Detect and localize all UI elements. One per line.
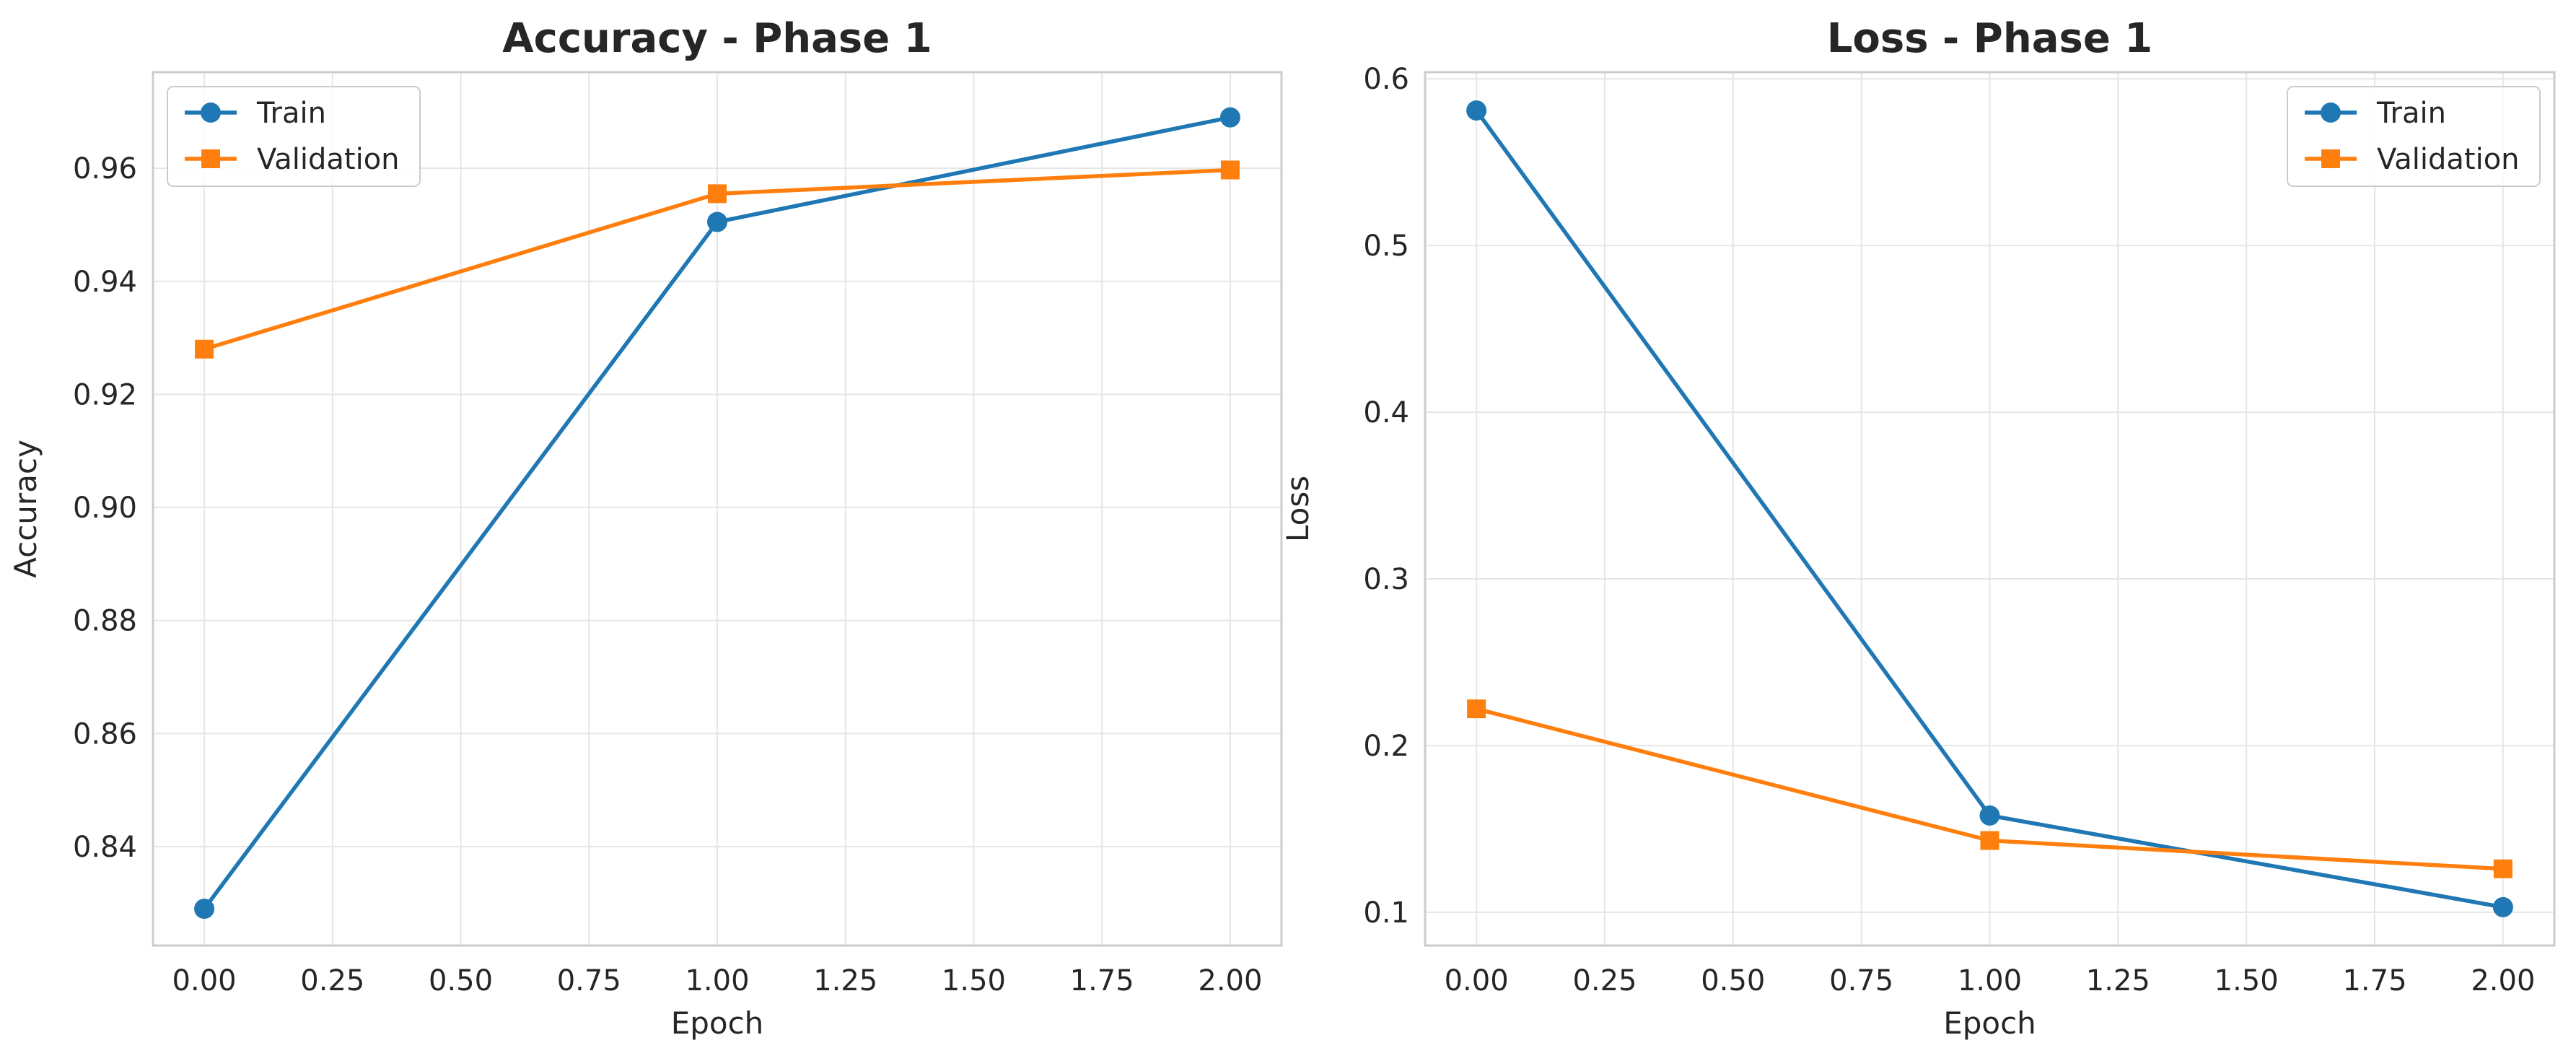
plot-frame [1424, 71, 2556, 947]
data-point-train [2492, 896, 2513, 917]
x-tick-label: 0.25 [1572, 964, 1637, 997]
x-tick-label: 0.50 [1701, 964, 1765, 997]
legend: Train Validation [167, 86, 421, 187]
series-validation [195, 160, 1240, 359]
x-tick-label: 1.00 [685, 964, 749, 997]
legend-marker [201, 102, 221, 123]
y-tick-label: 0.4 [1363, 396, 1409, 429]
y-tick-label: 0.3 [1363, 563, 1409, 596]
legend: Train Validation [2287, 86, 2541, 187]
legend-item-validation: Validation [2305, 143, 2520, 176]
x-tick-label: 0.00 [1445, 964, 1509, 997]
chart-title: Loss - Phase 1 [1827, 15, 2153, 62]
y-axis-label: Loss [1280, 476, 1315, 542]
data-point-validation [708, 184, 727, 204]
x-tick-label: 1.50 [942, 964, 1006, 997]
data-point-train [707, 211, 727, 232]
x-tick-label: 1.50 [2214, 964, 2279, 997]
data-point-validation [195, 339, 214, 359]
chart-panel-loss: 0.00 0.25 0.50 0.75 1.00 1.25 1.50 1.75 2.00 0.1 0… [1280, 15, 2556, 1041]
legend-item-validation: Validation [185, 143, 400, 176]
legend-marker [2321, 102, 2341, 123]
data-point-train [1979, 805, 2000, 826]
data-point-validation [1467, 699, 1486, 719]
data-point-train [1466, 100, 1487, 121]
legend-marker [2321, 149, 2340, 168]
y-tick-label: 0.2 [1363, 730, 1409, 763]
legend-label: Train [2376, 97, 2446, 130]
chart-panel-accuracy: 0.00 0.25 0.50 0.75 1.00 1.25 1.50 1.75 2.00 0.84… [8, 15, 1283, 1041]
x-tick-label: 2.00 [1198, 964, 1262, 997]
data-point-train [194, 899, 215, 920]
series-train [194, 107, 1240, 920]
chart-title: Accuracy - Phase 1 [502, 15, 932, 62]
legend-marker [201, 149, 220, 168]
x-tick-label: 1.25 [2086, 964, 2150, 997]
x-tick-label: 1.75 [2342, 964, 2406, 997]
x-tick-label: 2.00 [2471, 964, 2535, 997]
x-axis-label: Epoch [671, 1005, 764, 1041]
series-train [1466, 100, 2513, 917]
x-tick-label: 0.50 [429, 964, 493, 997]
x-tick-label: 0.75 [557, 964, 621, 997]
y-tick-label: 0.6 [1363, 63, 1409, 96]
y-tick-label: 0.94 [73, 266, 137, 299]
x-tick-label: 1.00 [1958, 964, 2022, 997]
plot-frame [152, 71, 1283, 947]
y-tick-label: 0.86 [73, 717, 137, 751]
x-tick-label: 1.25 [813, 964, 877, 997]
y-tick-label: 0.92 [73, 378, 137, 411]
x-tick-label: 0.75 [1829, 964, 1893, 997]
data-point-validation [1980, 831, 1999, 850]
y-tick-label: 0.5 [1363, 230, 1409, 263]
data-point-validation [2493, 859, 2513, 878]
y-tick-label: 0.1 [1363, 896, 1409, 930]
legend-item-train: Train [2305, 97, 2446, 130]
data-point-train [1219, 107, 1240, 128]
y-tick-label: 0.96 [73, 152, 137, 185]
data-point-validation [1220, 160, 1240, 180]
gridlines [153, 72, 1282, 946]
legend-label: Validation [2377, 143, 2520, 176]
legend-label: Train [256, 97, 326, 130]
legend-label: Validation [257, 143, 400, 176]
series-validation [1467, 699, 2513, 878]
y-tick-label: 0.90 [73, 492, 137, 525]
y-tick-label: 0.84 [73, 831, 137, 864]
x-axis-label: Epoch [1943, 1005, 2036, 1041]
legend-item-train: Train [185, 97, 326, 130]
x-tick-label: 0.25 [300, 964, 364, 997]
x-tick-label: 1.75 [1070, 964, 1134, 997]
y-axis-label: Accuracy [8, 440, 43, 578]
x-tick-label: 0.00 [172, 964, 237, 997]
y-tick-label: 0.88 [73, 605, 137, 638]
